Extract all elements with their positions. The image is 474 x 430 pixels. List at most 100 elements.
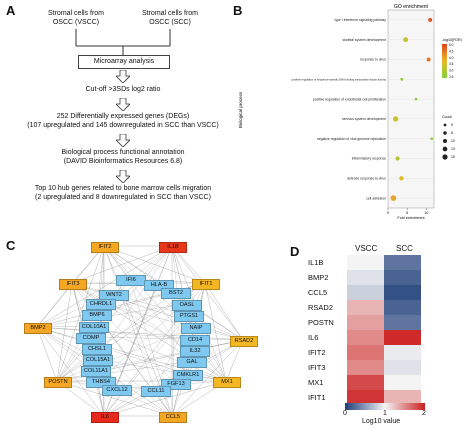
down-arrow-icon	[116, 170, 130, 183]
network-edge	[103, 245, 227, 382]
colorbar-tick: 4.0	[449, 56, 454, 60]
gene-node: BMP6	[82, 309, 112, 321]
gene-node: CHSL1	[82, 343, 112, 355]
network-edge	[36, 326, 58, 382]
heatmap-cell	[347, 345, 384, 360]
network-edge	[56, 282, 73, 382]
go-dot	[395, 156, 400, 161]
cutoff-text: Cut-off >3SDs log2 ratio	[85, 86, 161, 93]
go-dot	[399, 176, 404, 181]
go-term-label: inflammatory response	[352, 157, 386, 161]
down-arrow-icon	[116, 98, 130, 111]
gene-node: FGF13	[161, 378, 191, 390]
heatmap-colorbar	[345, 403, 425, 410]
heatmap-row-label: IL1B	[308, 258, 324, 267]
go-dot	[392, 116, 399, 122]
hub-gene-node: RSAD2	[230, 335, 258, 347]
annotation-text: Biological process functional annotation…	[61, 149, 185, 165]
heatmap-cell	[384, 390, 421, 405]
network-edge	[56, 291, 176, 382]
col-label-scc: SCC	[396, 244, 413, 253]
heatmap-row-label: CCL5	[308, 288, 328, 297]
gene-node: HLA-B	[144, 279, 174, 291]
deg-text: 252 Differentially expressed genes (DEGs…	[27, 113, 219, 129]
down-arrow-icon	[116, 134, 130, 147]
network-edge	[94, 339, 244, 371]
go-chart-title: GO enrichment	[394, 4, 429, 10]
x-tick-label: 5	[406, 211, 408, 215]
heatmap-row-label: IL6	[308, 333, 319, 342]
hub-gene-node: MX1	[213, 376, 241, 388]
network-edge	[103, 245, 206, 284]
gene-node: IFI6	[116, 274, 146, 286]
network-edge	[36, 326, 188, 375]
gene-node: THBS4	[86, 376, 116, 388]
heatmap-row-label: IFIT3	[308, 363, 326, 372]
network-edge	[225, 339, 244, 382]
network-edge	[103, 245, 192, 362]
flow-connectors	[75, 29, 171, 55]
gene-node: CHRDL1	[86, 298, 116, 310]
size-legend-dot	[442, 154, 448, 160]
size-legend-label: 5	[451, 123, 453, 127]
gene-node: BST2	[161, 287, 191, 299]
network-edge	[56, 282, 206, 382]
go-term-label: positive regulation of sequence-specific…	[292, 78, 387, 82]
network-edge	[115, 245, 173, 390]
gene-node: CD14	[180, 334, 210, 346]
gene-node: IL32	[180, 345, 210, 357]
heatmap-cell	[384, 255, 421, 270]
heatmap-cell	[347, 300, 384, 315]
network-edge	[71, 282, 189, 316]
gene-node: CCL11	[141, 385, 171, 397]
network-edge	[171, 245, 244, 341]
heatmap-cell	[347, 285, 384, 300]
colorbar-tick-1: 1	[383, 410, 387, 417]
size-legend-dot	[442, 146, 448, 152]
network-edge	[112, 245, 173, 295]
heatmap-row-label: RSAD2	[308, 303, 334, 312]
go-term-label: nervous system development	[342, 117, 386, 121]
network-edge	[99, 282, 206, 382]
go-dot	[430, 137, 434, 141]
colorbar-tick-2: 2	[422, 410, 426, 417]
go-dot	[403, 37, 409, 43]
go-dot	[390, 195, 397, 201]
colorbar-tick-0: 0	[343, 410, 347, 417]
x-tick-label: 10	[424, 211, 428, 215]
network-edge	[56, 245, 105, 382]
network-edge	[92, 325, 227, 382]
go-term-label: cell adhesion	[366, 196, 386, 200]
go-enrichment-chart: GO enrichment type I interferon signaling…	[238, 4, 462, 220]
hub-gene-node: IFIT3	[59, 278, 87, 290]
panel-b-label: B	[233, 3, 243, 18]
size-legend-label: 8	[451, 131, 453, 135]
hub-gene-node: CCL5	[159, 411, 187, 423]
heatmap-cell	[384, 315, 421, 330]
heatmap-cell	[384, 270, 421, 285]
heatmap-cell	[384, 375, 421, 390]
heatmap-row-label: POSTN	[308, 318, 334, 327]
gene-node: COL10A1	[79, 321, 109, 333]
network-edge	[56, 245, 173, 382]
network-edge	[56, 360, 192, 382]
col-label-vscc: VSCC	[355, 244, 378, 253]
network-edge	[204, 282, 227, 382]
colorbar-tick: 3.5	[449, 62, 454, 66]
gene-node: COL15A1	[83, 354, 113, 366]
network-edge	[204, 282, 244, 341]
size-legend-dot	[443, 131, 447, 135]
heatmap-row-label: BMP2	[308, 273, 329, 282]
y-axis-label: Biological process	[238, 91, 243, 128]
heatmap-row-label: IFIT1	[308, 393, 326, 402]
down-arrow-icon	[116, 70, 130, 83]
colorbar-label: Log10 value	[362, 418, 401, 425]
heatmap-cell	[347, 255, 384, 270]
hub-gene-node: IFIT2	[91, 241, 119, 253]
heatmap-cell	[347, 330, 384, 345]
network-edge	[103, 380, 227, 417]
network-edge	[56, 380, 173, 417]
go-dot	[428, 17, 433, 22]
network-edge	[99, 302, 244, 341]
network-edge	[36, 326, 105, 417]
